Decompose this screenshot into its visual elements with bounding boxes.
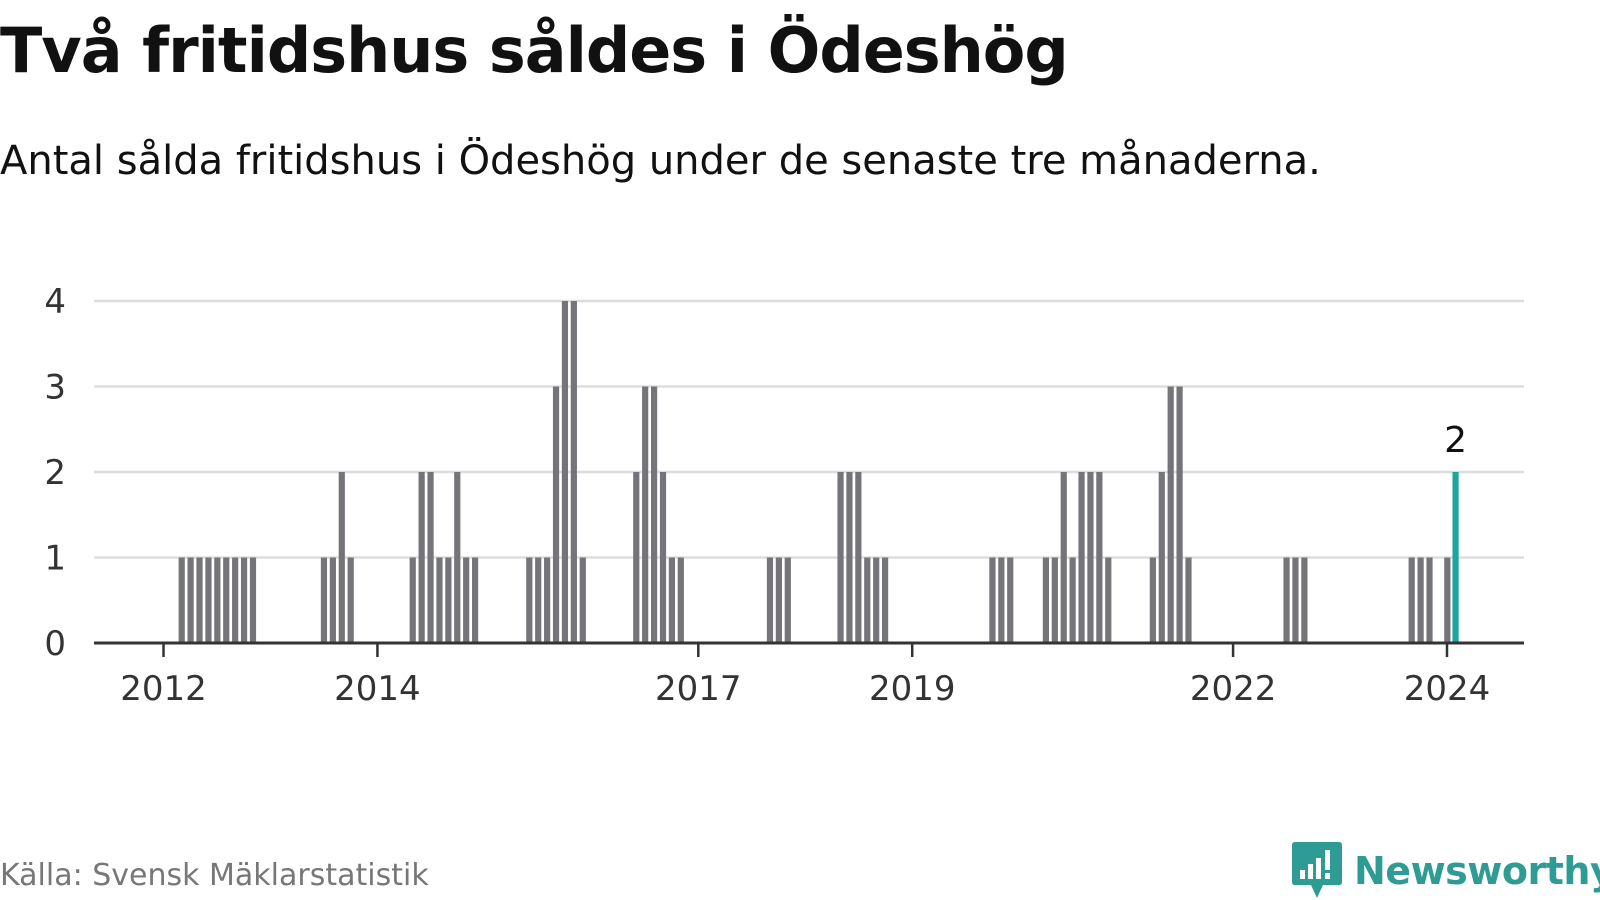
bar <box>535 557 542 643</box>
brand-logo: Newsworthy <box>1292 842 1600 900</box>
y-tick-label: 4 <box>44 282 66 322</box>
bar <box>1417 557 1424 643</box>
bar <box>249 557 257 643</box>
newsworthy-logo-icon <box>1292 842 1342 898</box>
source-note: Källa: Svensk Mäklarstatistik <box>0 858 429 893</box>
x-tick-label: 2012 <box>120 669 207 709</box>
bar <box>668 557 676 643</box>
x-axis-ticks: 2012 2014 2017 2019 2022 2024 <box>120 643 1490 709</box>
bar <box>544 557 551 643</box>
bar <box>1176 386 1183 643</box>
bar <box>1185 557 1192 643</box>
bar <box>1301 557 1308 643</box>
bar-chart: 0 1 2 3 4 2012 2014 2017 2019 2022 2024 2 <box>44 282 1524 709</box>
bar <box>552 386 560 643</box>
bar <box>881 557 889 643</box>
x-tick-label: 2024 <box>1404 669 1491 709</box>
bar <box>1408 557 1415 643</box>
bar <box>445 557 452 643</box>
bar <box>1105 557 1112 643</box>
bar <box>864 557 871 643</box>
page-subtitle: Antal sålda fritidshus i Ödeshög under d… <box>0 138 1321 184</box>
bar <box>240 557 248 643</box>
bar <box>1149 557 1156 643</box>
bar <box>178 557 185 643</box>
highlight-bar <box>1452 472 1459 643</box>
bar <box>1087 472 1094 643</box>
bar <box>418 472 425 643</box>
y-tick-label: 1 <box>44 539 66 579</box>
bar <box>187 557 194 643</box>
bar <box>436 557 443 643</box>
bar <box>775 557 782 643</box>
bar <box>196 557 203 643</box>
bar <box>642 386 649 643</box>
y-axis-labels: 0 1 2 3 4 <box>44 282 66 664</box>
bar <box>205 557 212 643</box>
highlight-value-label: 2 <box>1444 420 1467 461</box>
x-tick-label: 2014 <box>334 669 421 709</box>
bar <box>1292 557 1299 643</box>
bar <box>329 557 336 643</box>
bar <box>855 472 862 643</box>
brand-name: Newsworthy <box>1354 849 1600 893</box>
bar <box>214 557 221 643</box>
bar <box>561 301 569 643</box>
y-tick-label: 3 <box>44 368 66 408</box>
bar <box>1069 557 1076 643</box>
bar <box>526 557 533 643</box>
data-labels: 2 <box>1444 420 1467 461</box>
x-tick-label: 2017 <box>655 669 742 709</box>
bar <box>232 557 239 643</box>
bar <box>873 557 880 643</box>
bars <box>178 301 1459 643</box>
bar <box>338 472 345 643</box>
bar <box>454 472 461 643</box>
y-tick-label: 0 <box>44 624 66 664</box>
bar <box>409 557 416 643</box>
bar <box>427 472 434 643</box>
bar <box>1007 557 1014 643</box>
bar <box>223 557 230 643</box>
bar <box>1426 557 1433 643</box>
bar <box>677 557 684 643</box>
bar <box>471 557 479 643</box>
bar <box>846 472 853 643</box>
bar <box>659 472 667 643</box>
bar <box>1042 557 1050 643</box>
bar <box>570 301 577 643</box>
x-tick-label: 2022 <box>1190 669 1277 709</box>
bar <box>784 557 791 643</box>
bar <box>1096 472 1103 643</box>
bar <box>1167 386 1174 643</box>
bar <box>633 472 640 643</box>
page-title: Två fritidshus såldes i Ödeshög <box>0 14 1069 87</box>
bar <box>1444 557 1451 643</box>
bar <box>837 472 844 643</box>
bar <box>579 557 586 643</box>
bar <box>1158 472 1165 643</box>
gridlines <box>94 299 1524 559</box>
bar <box>1078 472 1085 643</box>
bar <box>989 557 996 643</box>
bar <box>1051 557 1058 643</box>
bar <box>1283 557 1290 643</box>
bar <box>347 557 354 643</box>
bar <box>998 557 1005 643</box>
bar <box>463 557 470 643</box>
x-tick-label: 2019 <box>869 669 956 709</box>
bar <box>1060 472 1067 643</box>
y-tick-label: 2 <box>44 453 66 493</box>
bar <box>320 557 328 643</box>
bar <box>650 386 658 643</box>
bar <box>766 557 774 643</box>
